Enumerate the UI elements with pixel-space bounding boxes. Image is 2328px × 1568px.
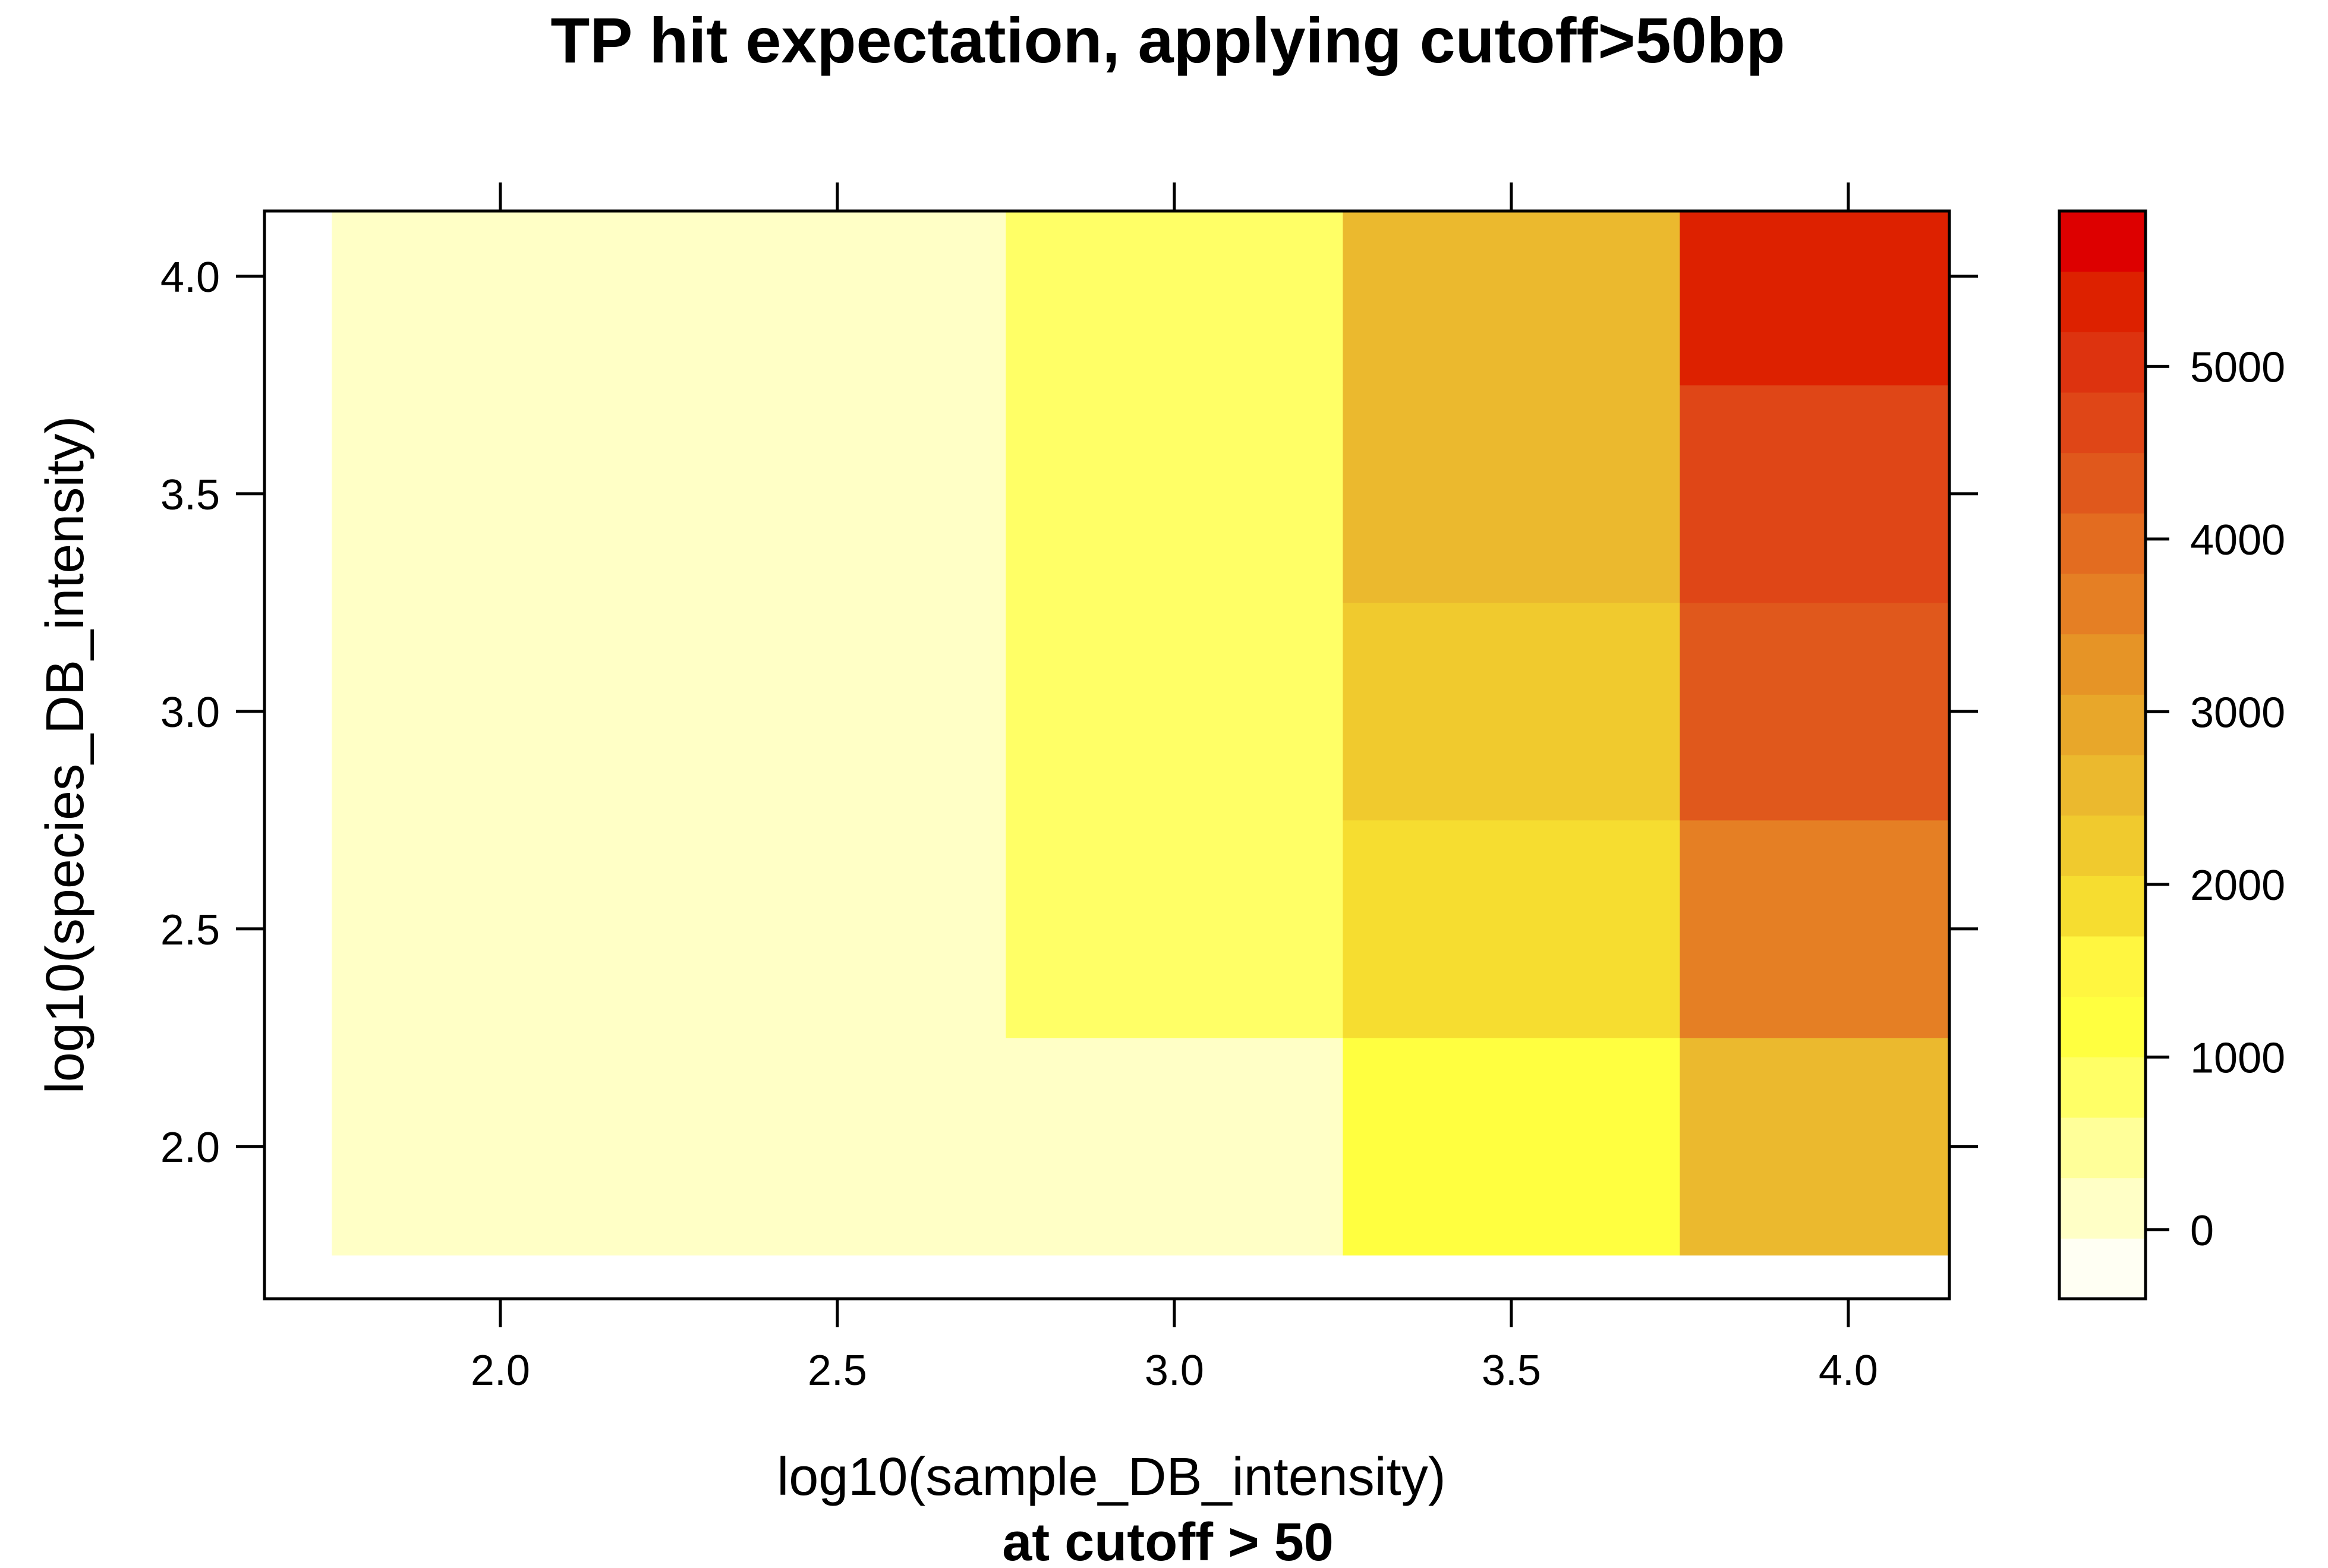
heatmap-cell [1006,211,1343,386]
heatmap-cell [669,602,1006,821]
color-key-bin [2059,1177,2146,1239]
heatmap-cell [1680,602,1950,821]
color-key-tick-label: 4000 [2190,517,2285,564]
heatmap-cell [669,385,1006,603]
x-tick-label: 3.0 [1145,1347,1204,1394]
color-key-bin [2059,271,2146,332]
color-key-bin [2059,936,2146,997]
heatmap-cell [669,1037,1006,1256]
x-axis-label: log10(sample_DB_intensity) [777,1447,1446,1507]
heatmap-cell [1006,602,1343,821]
color-key-frame [2058,209,2147,1301]
color-key-bin [2059,1117,2146,1179]
color-key-bin [2059,452,2146,514]
heatmap-cell [1680,1037,1950,1256]
color-key-tick-label: 5000 [2190,344,2285,391]
heatmap-cell [332,820,669,1038]
heatmap-cell [332,1037,669,1256]
color-key-bin [2059,211,2146,272]
heatmap-cell [332,602,669,821]
heatmap-cell [1680,820,1950,1038]
color-key-bin [2059,815,2146,876]
heatmap-cell [1343,602,1680,821]
color-key-bin [2059,634,2146,695]
heatmap-cell [669,211,1006,386]
y-tick-label: 4.0 [160,254,220,301]
heatmap-cells [332,211,1950,1256]
heatmap-cell [669,820,1006,1038]
heatmap-cell [332,211,669,386]
color-key-bin [2059,996,2146,1057]
color-key-bin [2059,574,2146,635]
heatmap-cell [1343,820,1680,1038]
color-key-bin [2059,1057,2146,1118]
y-tick-label: 3.5 [160,471,220,519]
heatmap-cell [1343,385,1680,603]
y-tick-label: 2.0 [160,1124,220,1172]
color-key-bin [2059,1238,2146,1299]
y-tick-label: 2.5 [160,906,220,954]
y-tick-label: 3.0 [160,689,220,736]
heatmap-cell [1343,1037,1680,1256]
color-key-bin [2059,513,2146,574]
color-key-bin [2059,332,2146,393]
color-key-bin [2059,392,2146,454]
x-tick-label: 3.5 [1482,1347,1541,1394]
plot-frame [263,209,1951,1301]
heatmap-cell [332,385,669,603]
color-key-tick-label: 0 [2190,1207,2214,1255]
heatmap-cell [1680,211,1950,386]
y-axis-label: log10(species_DB_intensity) [36,416,95,1094]
color-key-bin [2059,694,2146,755]
heatmap-cell [1006,820,1343,1038]
chart-title: TP hit expectation, applying cutoff>50bp [550,4,1785,76]
color-key-bin [2059,876,2146,937]
heatmap-cell [1006,1037,1343,1256]
color-key-tick-label: 3000 [2190,689,2285,736]
x-tick-label: 2.0 [471,1347,530,1394]
x-tick-label: 2.5 [808,1347,867,1394]
heatmap-cell [1680,385,1950,603]
heatmap-cell [1006,385,1343,603]
color-key-bin [2059,755,2146,816]
heatmap-cell [1343,211,1680,386]
color-key-tick-label: 2000 [2190,862,2285,909]
heatmap-axes: 2.0 2.5 3.0 3.5 4.0 2.0 2.5 3.0 3.5 4.0 [160,182,1978,1394]
x-tick-label: 4.0 [1819,1347,1878,1394]
x-axis-sublabel: at cutoff > 50 [1002,1513,1334,1568]
color-key: 0 1000 2000 3000 4000 5000 [2058,209,2285,1301]
color-key-tick-label: 1000 [2190,1034,2285,1082]
